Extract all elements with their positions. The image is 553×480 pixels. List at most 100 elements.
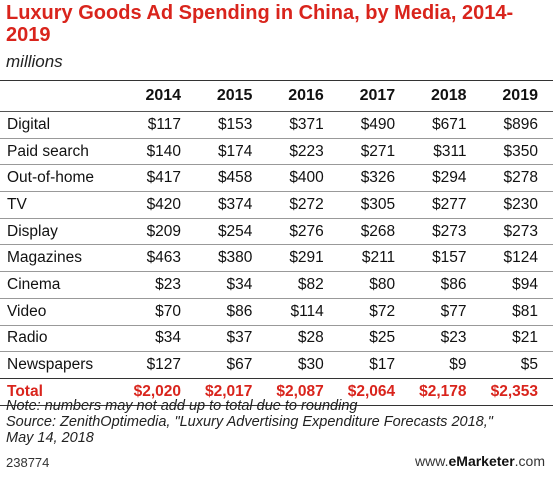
row-label: Digital xyxy=(7,115,51,133)
table-cell: $400 xyxy=(289,169,324,187)
table-cell: $671 xyxy=(432,115,467,133)
table-cell: $28 xyxy=(297,329,324,347)
row-label: TV xyxy=(7,195,27,213)
table-cell: $273 xyxy=(503,222,538,240)
table-cell: $70 xyxy=(155,302,182,320)
table-cell: $276 xyxy=(289,222,324,240)
row-label: Video xyxy=(7,302,47,320)
table-cell: $127 xyxy=(146,356,182,374)
note-text: Note: numbers may not add up to total du… xyxy=(6,398,358,414)
table-cell: $273 xyxy=(432,222,467,240)
source-date: May 14, 2018 xyxy=(6,430,94,446)
table-cell: $9 xyxy=(449,356,467,374)
table-cell: $81 xyxy=(512,302,538,320)
table-cell: $374 xyxy=(217,195,253,213)
table-cell: $380 xyxy=(217,249,253,267)
table-cell: $271 xyxy=(360,142,396,160)
table-cell: $174 xyxy=(217,142,253,160)
table-row: Video $70 $86 $114 $72 $77 $81 xyxy=(0,298,553,325)
row-label: Paid search xyxy=(7,142,89,160)
table-cell: $153 xyxy=(217,115,253,133)
table-cell: $124 xyxy=(503,249,538,267)
table-cell: $114 xyxy=(290,302,324,320)
table-cell: $25 xyxy=(369,329,396,347)
chart-title: Luxury Goods Ad Spending in China, by Me… xyxy=(6,2,514,46)
table-cell: $490 xyxy=(360,115,396,133)
table-row: Radio $34 $37 $28 $25 $23 $21 xyxy=(0,325,553,352)
header-row: 2014 2015 2016 2017 2018 2019 xyxy=(0,80,553,112)
table-cell: $2,087 xyxy=(276,382,324,400)
table-cell: $94 xyxy=(512,275,538,293)
table-cell: $21 xyxy=(512,329,538,347)
table-cell: $291 xyxy=(289,249,324,267)
footnotes: Note: numbers may not add up to total du… xyxy=(6,398,493,446)
table-cell: $5 xyxy=(520,356,538,374)
table-cell: $72 xyxy=(369,302,396,320)
table-cell: $278 xyxy=(503,169,538,187)
table-cell: $117 xyxy=(147,115,182,133)
brand-suffix: .com xyxy=(514,453,545,469)
table-cell: $371 xyxy=(289,115,324,133)
table-row: Cinema $23 $34 $82 $80 $86 $94 xyxy=(0,271,553,299)
table-cell: $82 xyxy=(297,275,324,293)
table-cell: $2,064 xyxy=(347,382,396,400)
table-cell: $30 xyxy=(297,356,324,374)
table-cell: $277 xyxy=(432,195,467,213)
brand-prefix: www. xyxy=(415,453,449,469)
table-cell: $77 xyxy=(440,302,467,320)
table-cell: $34 xyxy=(226,275,253,293)
table-row: Paid search $140 $174 $223 $271 $311 $350 xyxy=(0,138,553,165)
row-label: Total xyxy=(7,382,43,400)
table-cell: $211 xyxy=(361,249,396,267)
table-cell: $140 xyxy=(146,142,182,160)
row-label: Magazines xyxy=(7,249,82,267)
table-cell: $294 xyxy=(432,169,467,187)
table-cell: $2,178 xyxy=(419,382,467,400)
table-body: Digital $117 $153 $371 $490 $671 $896 Paid sear… xyxy=(0,111,553,406)
table-row: Digital $117 $153 $371 $490 $671 $896 xyxy=(0,111,553,139)
brand-name: eMarketer xyxy=(448,453,515,469)
table-cell: $268 xyxy=(360,222,396,240)
table-cell: $350 xyxy=(503,142,538,160)
column-header: 2018 xyxy=(430,87,467,104)
column-header: 2017 xyxy=(359,87,396,104)
chart-subtitle: millions xyxy=(6,52,63,71)
table-row: Newspapers $127 $67 $30 $17 $9 $5 xyxy=(0,351,553,379)
column-header: 2016 xyxy=(288,87,324,104)
table-cell: $67 xyxy=(226,356,253,374)
row-label: Display xyxy=(7,222,58,240)
table-cell: $463 xyxy=(146,249,182,267)
row-label: Newspapers xyxy=(7,356,94,374)
table-cell: $80 xyxy=(369,275,396,293)
row-label: Radio xyxy=(7,329,48,347)
table-cell: $272 xyxy=(289,195,324,213)
table-cell: $209 xyxy=(146,222,182,240)
chart-id: 238774 xyxy=(6,455,50,470)
header-label-cell xyxy=(0,81,125,112)
table-cell: $37 xyxy=(226,329,253,347)
table-cell: $86 xyxy=(226,302,253,320)
table-cell: $23 xyxy=(440,329,467,347)
table-cell: $23 xyxy=(155,275,182,293)
brand-logo: www.eMarketer.com xyxy=(415,453,545,469)
table-cell: $254 xyxy=(217,222,253,240)
table-cell: $896 xyxy=(503,115,538,133)
table-cell: $458 xyxy=(217,169,253,187)
row-label: Out-of-home xyxy=(7,169,95,187)
table-row: Out-of-home $417 $458 $400 $326 $294 $278 xyxy=(0,164,553,192)
table-cell: $305 xyxy=(360,195,396,213)
total-row: Total $2,020 $2,017 $2,087 $2,064 $2,178 $2,35… xyxy=(0,378,553,406)
table-cell: $2,017 xyxy=(205,382,253,400)
source-text: Source: ZenithOptimedia, "Luxury Adverti… xyxy=(6,414,493,430)
data-table: 2014 2015 2016 2017 2018 2019 Digital $11… xyxy=(0,80,553,406)
table-cell: $2,353 xyxy=(490,382,538,400)
table-cell: $311 xyxy=(433,142,467,160)
table-row: TV $420 $374 $272 $305 $277 $230 xyxy=(0,191,553,219)
column-header: 2019 xyxy=(502,87,538,104)
table-cell: $230 xyxy=(503,195,538,213)
table-cell: $326 xyxy=(360,169,396,187)
row-label: Cinema xyxy=(7,275,61,293)
table-cell: $417 xyxy=(146,169,182,187)
table-cell: $420 xyxy=(146,195,182,213)
